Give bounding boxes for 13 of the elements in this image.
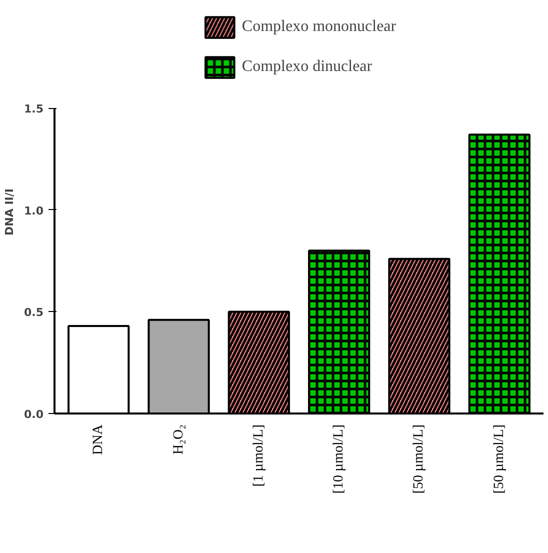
- x-tick-label: [50 µmol/L]: [492, 424, 507, 494]
- legend-label: Complexo mononuclear: [242, 18, 396, 36]
- x-tick-label: [10 µmol/L]: [332, 424, 347, 494]
- x-tick-label: [50 µmol/L]: [412, 424, 427, 494]
- y-tick-label: 1.0: [24, 204, 44, 218]
- x-tick-label: [1 µmol/L]: [251, 424, 266, 487]
- y-tick-label: 1.5: [24, 102, 44, 116]
- y-tick-label: 0.0: [24, 408, 44, 421]
- x-tick-label: DNA: [91, 424, 106, 455]
- legend-label: Complexo dinuclear: [242, 58, 372, 76]
- x-tick-label: H₂O₂: [171, 424, 186, 454]
- y-axis-title: DNA II/I: [3, 188, 16, 236]
- y-tick-label: 0.5: [24, 306, 44, 320]
